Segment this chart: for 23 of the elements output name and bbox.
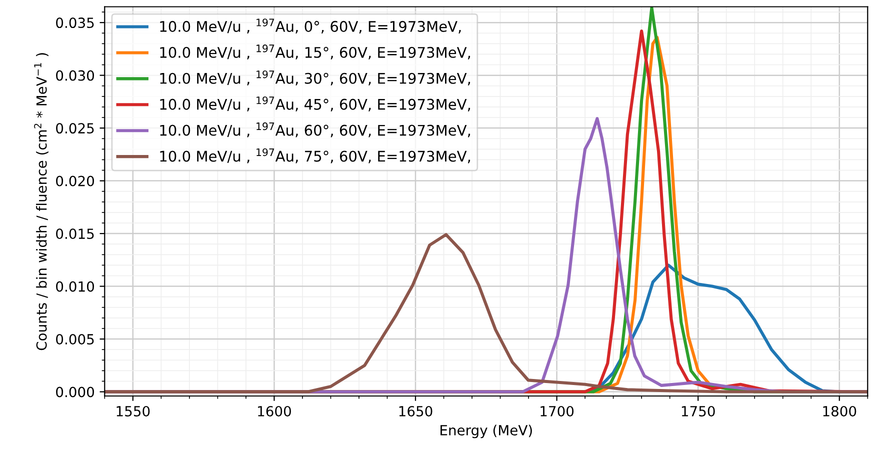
legend-label: 10.0 MeV/u , $^{197}$Au, 60°, 60V, E=1973MeV, bbox=[160, 122, 470, 138]
x-axis-title: Energy (MeV) bbox=[440, 424, 532, 438]
legend-label: 10.0 MeV/u , $^{197}$Au, 30°, 60V, E=1973MeV, bbox=[160, 70, 470, 86]
x-tick-label: 1650 bbox=[399, 406, 432, 416]
y-tick-label: 0.030 bbox=[56, 70, 94, 81]
y-tick-label: 0.035 bbox=[56, 18, 94, 28]
x-tick-label: 1750 bbox=[682, 406, 715, 416]
legend-label: 10.0 MeV/u , $^{197}$Au, 0°, 60V, E=1973MeV, bbox=[160, 18, 461, 34]
y-axis-title: Counts / bin width / fluence (cm$^{2}$ * MeV$^{−1}$ ) bbox=[34, 53, 48, 350]
y-tick-label: 0.000 bbox=[56, 386, 94, 398]
legend-label: 10.0 MeV/u , $^{197}$Au, 45°, 60V, E=1973MeV, bbox=[160, 96, 470, 112]
legend-label: 10.0 MeV/u , $^{197}$Au, 75°, 60V, E=1973MeV, bbox=[160, 148, 470, 164]
y-tick-label: 0.020 bbox=[56, 176, 94, 186]
y-tick-label: 0.005 bbox=[56, 334, 94, 345]
x-tick-label: 1800 bbox=[823, 406, 856, 416]
x-tick-label: 1700 bbox=[540, 406, 574, 416]
line-series bbox=[104, 233, 868, 394]
x-tick-label: 1550 bbox=[116, 406, 150, 416]
y-tick-label: 0.025 bbox=[56, 123, 94, 134]
legend-label: 10.0 MeV/u , $^{197}$Au, 15°, 60V, E=1973MeV, bbox=[160, 44, 470, 60]
y-tick-label: 0.010 bbox=[56, 281, 94, 292]
x-tick-label: 1600 bbox=[258, 406, 291, 416]
y-tick-label: 0.015 bbox=[56, 228, 94, 240]
